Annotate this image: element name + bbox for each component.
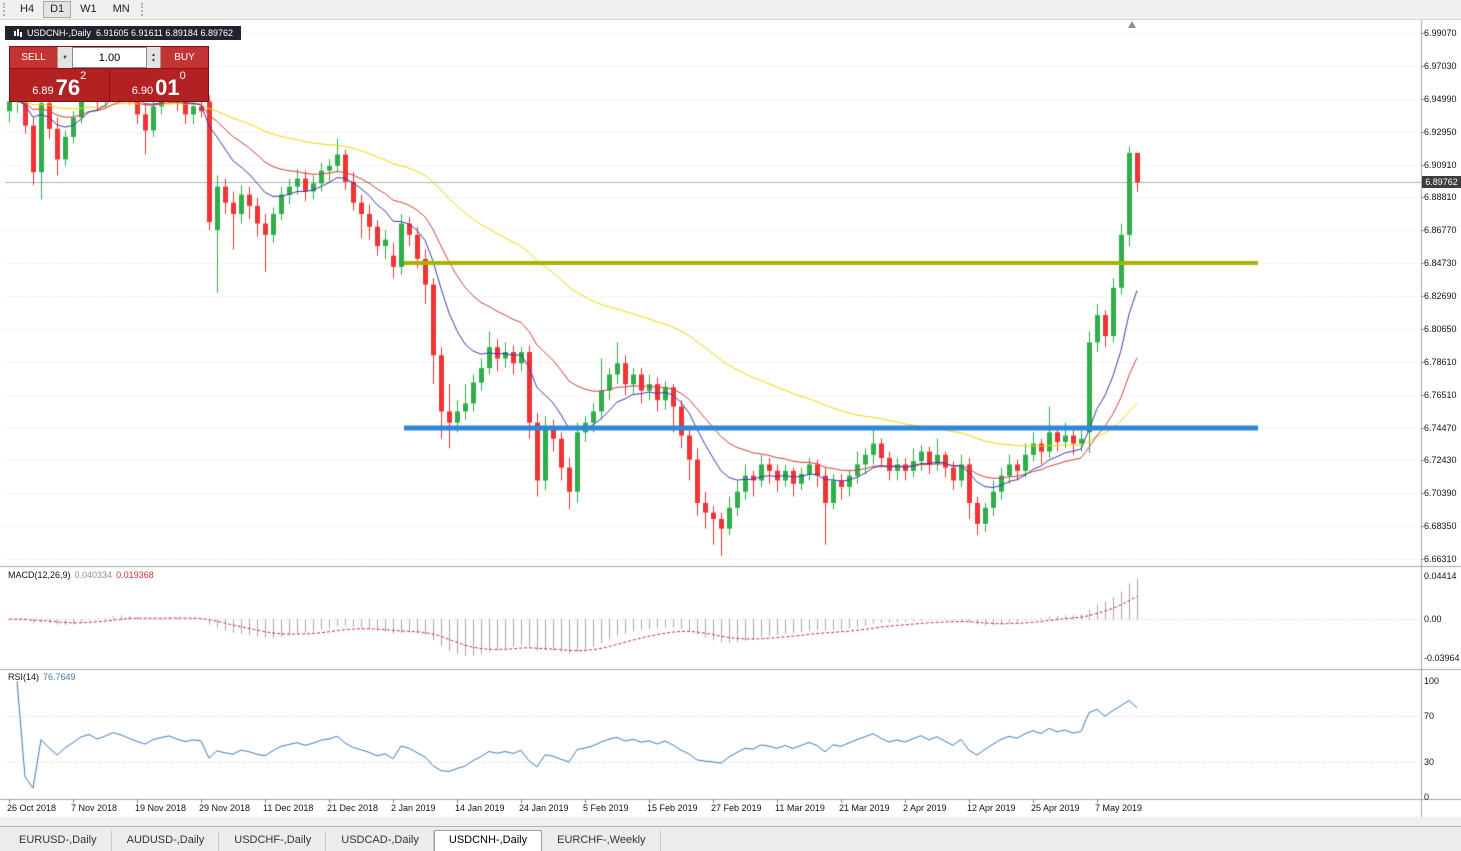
current-price-tag: 6.89762 xyxy=(1422,176,1461,188)
buy-price-display[interactable]: 6.90 01 0 xyxy=(108,69,208,101)
trade-panel-prices: 6.89 76 2 6.90 01 0 xyxy=(10,68,208,101)
buy-price-small: 6.90 xyxy=(131,85,154,97)
sell-price-big: 76 xyxy=(55,75,81,100)
sell-price-sup: 2 xyxy=(80,70,87,82)
sell-price-small: 6.89 xyxy=(32,85,54,97)
macd-value-main: 0.040334 xyxy=(74,570,113,580)
macd-value-signal: 0.019368 xyxy=(116,570,154,580)
sell-button[interactable]: SELL xyxy=(10,47,57,68)
sell-price-display[interactable]: 6.89 76 2 xyxy=(10,69,109,101)
macd-name: MACD(12,26,9) xyxy=(8,570,71,580)
buy-price-big: 01 xyxy=(155,75,180,100)
stepper-up-icon: ▲ xyxy=(151,51,156,58)
chart-tab-usdcad[interactable]: USDCAD-,Daily xyxy=(326,830,434,851)
chart-tab-usdcnh[interactable]: USDCNH-,Daily xyxy=(433,830,543,851)
chevron-down-icon: ▼ xyxy=(62,54,68,61)
chart-title-ohlc: 6.91605 6.91611 6.89184 6.89762 xyxy=(96,28,233,38)
timeframe-button-d1[interactable]: D1 xyxy=(43,1,72,18)
stepper-down-icon: ▼ xyxy=(151,57,156,64)
toolbar-separator xyxy=(140,3,146,16)
chart-title-symbol: USDCNH-,Daily xyxy=(27,28,92,38)
chart-tab-audusd[interactable]: AUDUSD-,Daily xyxy=(112,830,220,851)
rsi-name: RSI(14) xyxy=(8,672,40,682)
chart-type-icon xyxy=(13,28,22,38)
chart-titlebar: USDCNH-,Daily 6.91605 6.91611 6.89184 6.… xyxy=(5,26,241,40)
toolbar: H4 D1 W1 MN xyxy=(0,0,1461,20)
timeframe-button-mn[interactable]: MN xyxy=(106,1,137,18)
timeframe-button-group: H4 D1 W1 MN xyxy=(12,1,138,18)
trade-panel-controls: SELL ▼ ▲▼ BUY xyxy=(10,47,208,68)
rsi-indicator-label: RSI(14) 76.7649 xyxy=(8,672,76,682)
volume-dropdown-button[interactable]: ▼ xyxy=(57,47,72,68)
volume-stepper[interactable]: ▲ ▼ xyxy=(147,47,161,68)
toolbar-drag-handle-icon[interactable] xyxy=(3,3,8,16)
one-click-trading-panel: SELL ▼ ▲▼ BUY 6.89 76 2 6.90 01 0 xyxy=(9,46,209,102)
volume-input[interactable] xyxy=(72,47,147,68)
timeframe-button-h4[interactable]: H4 xyxy=(13,1,41,18)
chart-tab-eurchf[interactable]: EURCHF-,Weekly xyxy=(542,830,661,851)
chart-tab-usdchf[interactable]: USDCHF-,Daily xyxy=(219,830,327,851)
macd-indicator-label: MACD(12,26,9) 0.040334 0.019368 xyxy=(8,570,154,580)
buy-button[interactable]: BUY xyxy=(161,47,208,68)
buy-price-sup: 0 xyxy=(179,70,186,82)
chart-tab-eurusd[interactable]: EURUSD-,Daily xyxy=(4,830,112,851)
rsi-value: 76.7649 xyxy=(43,672,76,682)
chart-shift-marker-icon[interactable] xyxy=(1128,21,1136,28)
chart-tab-bar: EURUSD-,Daily AUDUSD-,Daily USDCHF-,Daily U… xyxy=(0,826,1461,851)
timeframe-button-w1[interactable]: W1 xyxy=(73,1,104,18)
